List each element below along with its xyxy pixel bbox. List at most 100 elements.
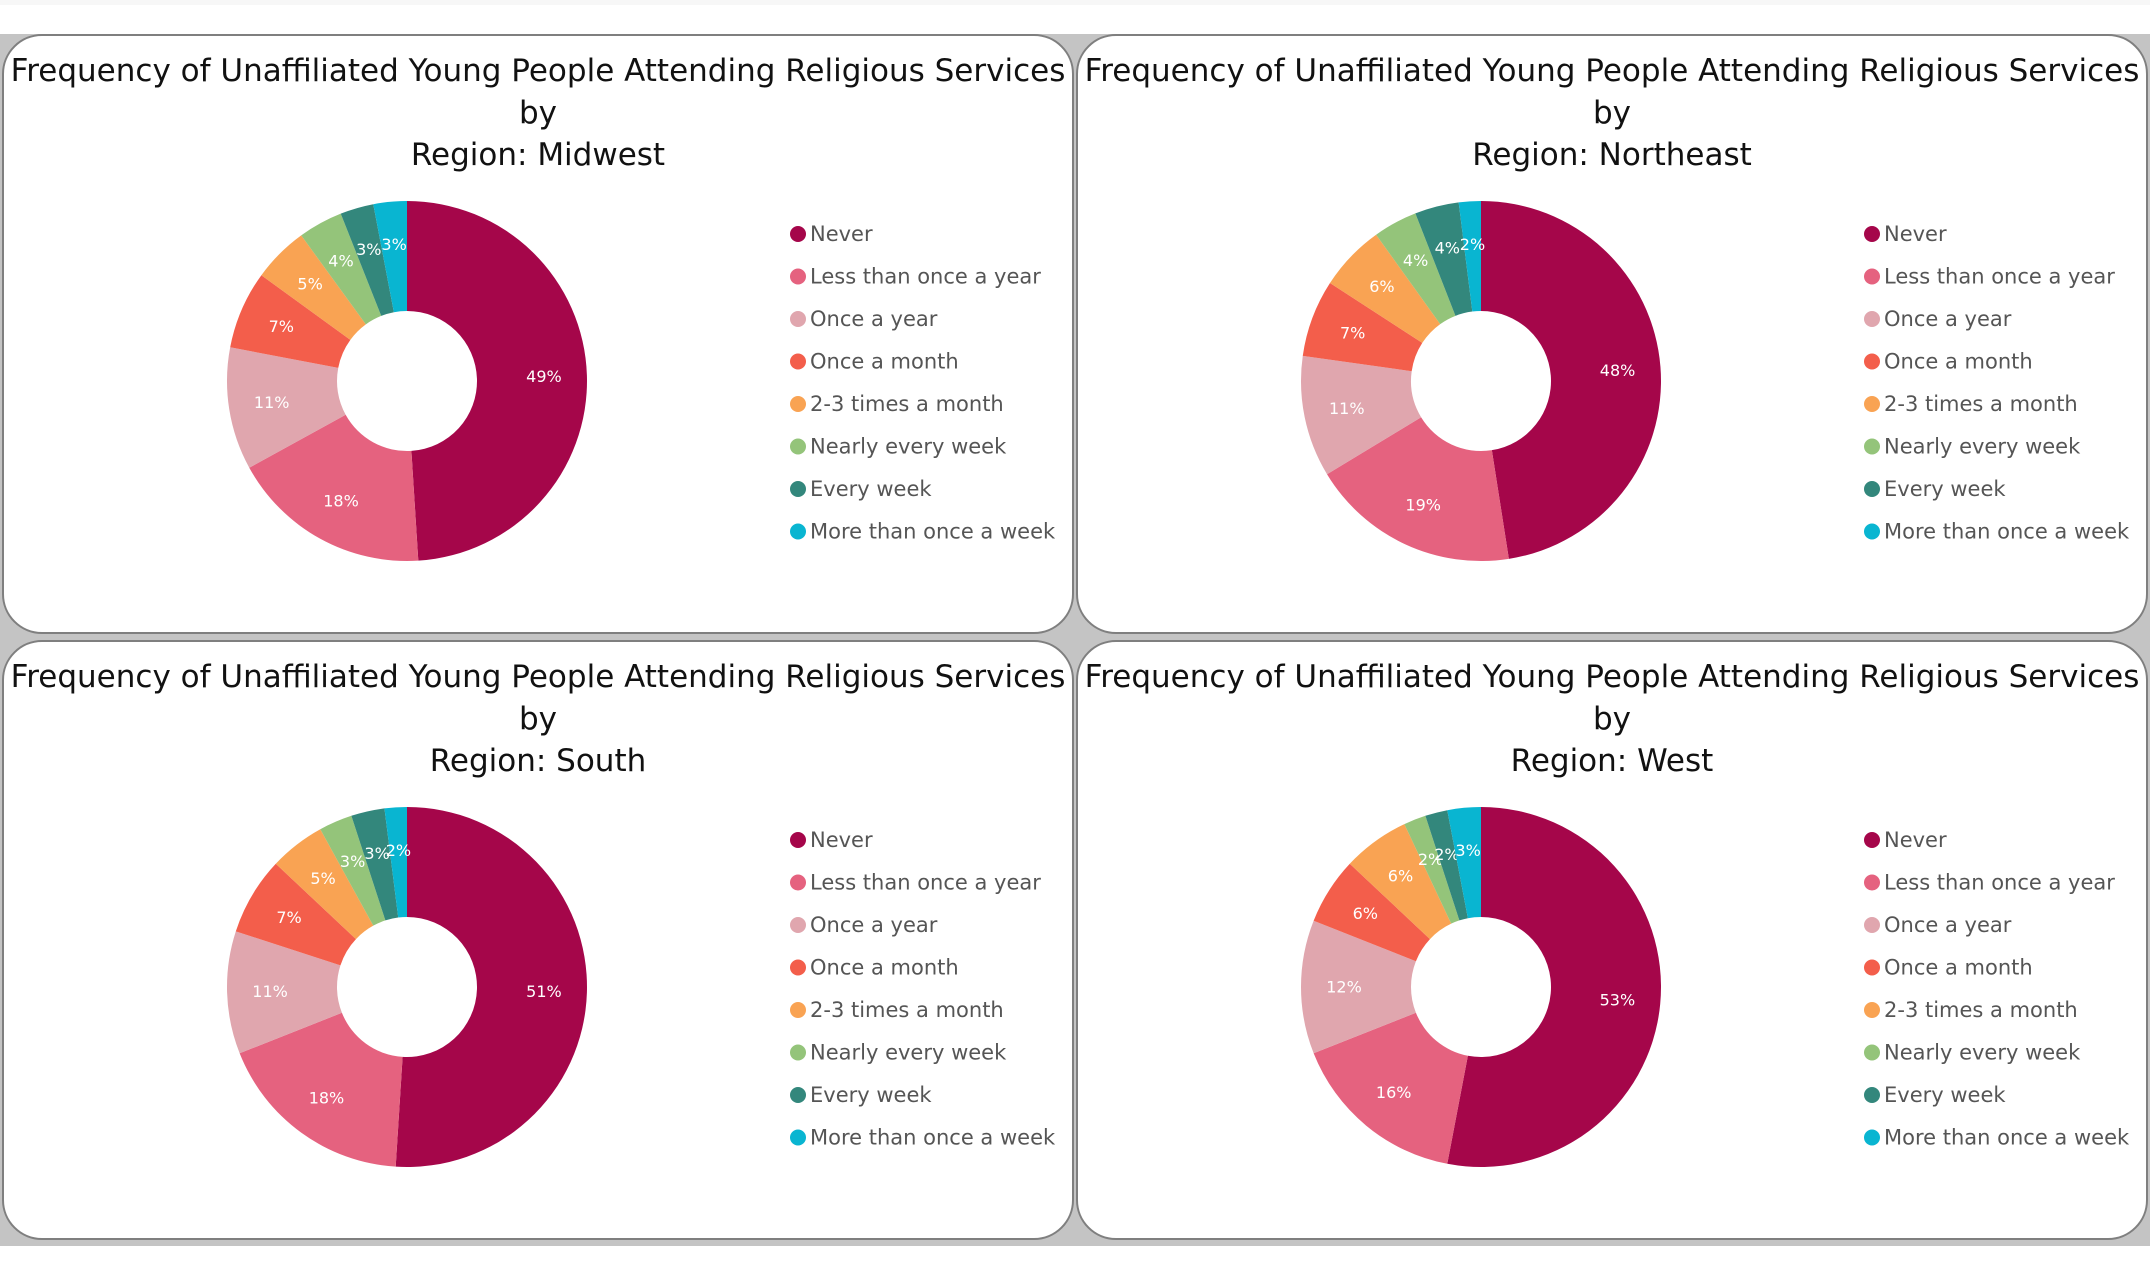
legend-swatch-once-a-year — [790, 311, 806, 327]
slice-nearly-every-week — [320, 815, 386, 926]
legend-label-once-a-month: Once a month — [810, 350, 959, 374]
slice-once-a-year — [227, 931, 342, 1054]
chart-title: Frequency of Unaffiliated Young People A… — [4, 656, 1072, 782]
data-label-once-a-month: 7% — [269, 317, 294, 336]
data-label-2-3-times-a-month: 6% — [1369, 277, 1394, 296]
legend-swatch-more-than-once-a-week — [790, 1129, 806, 1146]
slice-never — [407, 201, 588, 561]
legend-swatch-once-a-month — [790, 959, 806, 976]
data-label-once-a-year: 11% — [254, 393, 290, 412]
legend-label-2-3-times-a-month: 2-3 times a month — [810, 392, 1004, 416]
data-label-nearly-every-week: 2% — [1418, 850, 1443, 869]
data-label-more-than-once-a-week: 3% — [1455, 841, 1480, 860]
legend-swatch-less-than-once-a-year — [1864, 268, 1880, 285]
slice-every-week — [351, 808, 399, 921]
data-label-every-week: 3% — [356, 240, 381, 259]
legend-swatch-2-3-times-a-month — [790, 1002, 806, 1018]
legend-label-every-week: Every week — [1884, 1083, 2006, 1107]
chart-title: Frequency of Unaffiliated Young People A… — [1078, 656, 2146, 782]
slice-more-than-once-a-week — [384, 807, 407, 918]
slice-once-a-month — [1302, 283, 1423, 372]
chart-title-line-1: Frequency of Unaffiliated Young People A… — [10, 659, 1066, 737]
legend-label-nearly-every-week: Nearly every week — [1884, 435, 2081, 459]
slice-less-than-once-a-year — [249, 414, 419, 561]
data-label-never: 53% — [1600, 990, 1636, 1009]
legend-swatch-more-than-once-a-week — [1864, 1129, 1880, 1146]
data-label-never: 48% — [1600, 361, 1636, 380]
legend-label-more-than-once-a-week: More than once a week — [1884, 520, 2130, 544]
legend-label-once-a-year: Once a year — [810, 913, 938, 937]
legend-swatch-nearly-every-week — [790, 1044, 806, 1061]
legend-swatch-every-week — [1864, 481, 1880, 497]
data-label-once-a-month: 7% — [276, 908, 301, 927]
slice-never — [395, 807, 587, 1167]
data-label-less-than-once-a-year: 16% — [1376, 1083, 1412, 1102]
legend-label-more-than-once-a-week: More than once a week — [810, 1126, 1056, 1150]
legend-label-more-than-once-a-week: More than once a week — [1884, 1126, 2130, 1150]
data-label-less-than-once-a-year: 18% — [309, 1088, 345, 1107]
legend-label-once-a-month: Once a month — [1884, 350, 2033, 374]
chart-title-line-1: Frequency of Unaffiliated Young People A… — [1084, 659, 2140, 737]
data-label-once-a-month: 7% — [1340, 324, 1365, 343]
slice-less-than-once-a-year — [1313, 1012, 1468, 1164]
legend-label-never: Never — [1884, 828, 1947, 852]
data-label-every-week: 3% — [364, 844, 389, 863]
chart-title-line-1: Frequency of Unaffiliated Young People A… — [10, 53, 1066, 131]
legend-label-nearly-every-week: Nearly every week — [1884, 1041, 2081, 1065]
legend-swatch-never — [1864, 226, 1880, 242]
legend-label-never: Never — [810, 222, 873, 246]
slice-2-3-times-a-month — [261, 235, 366, 340]
legend-swatch-2-3-times-a-month — [1864, 396, 1880, 412]
legend-swatch-once-a-year — [1864, 917, 1880, 933]
legend-swatch-every-week — [790, 481, 806, 497]
data-label-nearly-every-week: 3% — [340, 852, 365, 871]
chart-panel-northeast: Frequency of Unaffiliated Young People A… — [1076, 34, 2148, 634]
legend-swatch-2-3-times-a-month — [1864, 1002, 1880, 1018]
legend-swatch-more-than-once-a-week — [790, 523, 806, 540]
chart-title: Frequency of Unaffiliated Young People A… — [4, 50, 1072, 176]
slice-never — [1447, 807, 1662, 1167]
chart-title: Frequency of Unaffiliated Young People A… — [1078, 50, 2146, 176]
slice-more-than-once-a-week — [1447, 807, 1481, 919]
slice-once-a-month — [1313, 863, 1430, 962]
legend-swatch-2-3-times-a-month — [790, 396, 806, 412]
legend-swatch-less-than-once-a-year — [790, 268, 806, 285]
top-strip — [0, 0, 2150, 5]
data-label-once-a-month: 6% — [1353, 904, 1378, 923]
data-label-less-than-once-a-year: 19% — [1405, 496, 1441, 515]
data-label-2-3-times-a-month: 5% — [297, 275, 322, 294]
legend-swatch-never — [790, 832, 806, 848]
chart-title-line-1: Frequency of Unaffiliated Young People A… — [1084, 53, 2140, 131]
legend-swatch-never — [1864, 832, 1880, 848]
legend-label-every-week: Every week — [810, 1083, 932, 1107]
legend-swatch-less-than-once-a-year — [790, 874, 806, 891]
legend-label-less-than-once-a-year: Less than once a year — [810, 871, 1041, 895]
legend-label-less-than-once-a-year: Less than once a year — [810, 265, 1041, 289]
legend-swatch-less-than-once-a-year — [1864, 874, 1880, 891]
legend-label-never: Never — [1884, 222, 1947, 246]
slice-2-3-times-a-month — [1329, 234, 1441, 343]
slice-every-week — [340, 204, 394, 316]
slice-less-than-once-a-year — [1327, 417, 1509, 561]
slice-every-week — [1425, 810, 1468, 921]
data-label-more-than-once-a-week: 3% — [381, 235, 406, 254]
data-label-every-week: 4% — [1435, 239, 1460, 258]
data-label-once-a-year: 11% — [252, 982, 288, 1001]
data-label-every-week: 2% — [1434, 845, 1459, 864]
legend-swatch-once-a-month — [790, 353, 806, 370]
legend-swatch-once-a-month — [1864, 353, 1880, 370]
legend-swatch-once-a-month — [1864, 959, 1880, 976]
legend-label-every-week: Every week — [810, 477, 932, 501]
legend-swatch-every-week — [1864, 1087, 1880, 1103]
slice-nearly-every-week — [1376, 213, 1456, 325]
legend-label-more-than-once-a-week: More than once a week — [810, 520, 1056, 544]
chart-title-line-2: Region: Midwest — [410, 137, 666, 173]
data-label-never: 51% — [526, 982, 562, 1001]
chart-title-line-2: Region: Northeast — [1472, 137, 1752, 173]
slice-once-a-year — [1301, 355, 1422, 475]
slice-2-3-times-a-month — [275, 829, 374, 940]
legend-label-once-a-month: Once a month — [810, 956, 959, 980]
